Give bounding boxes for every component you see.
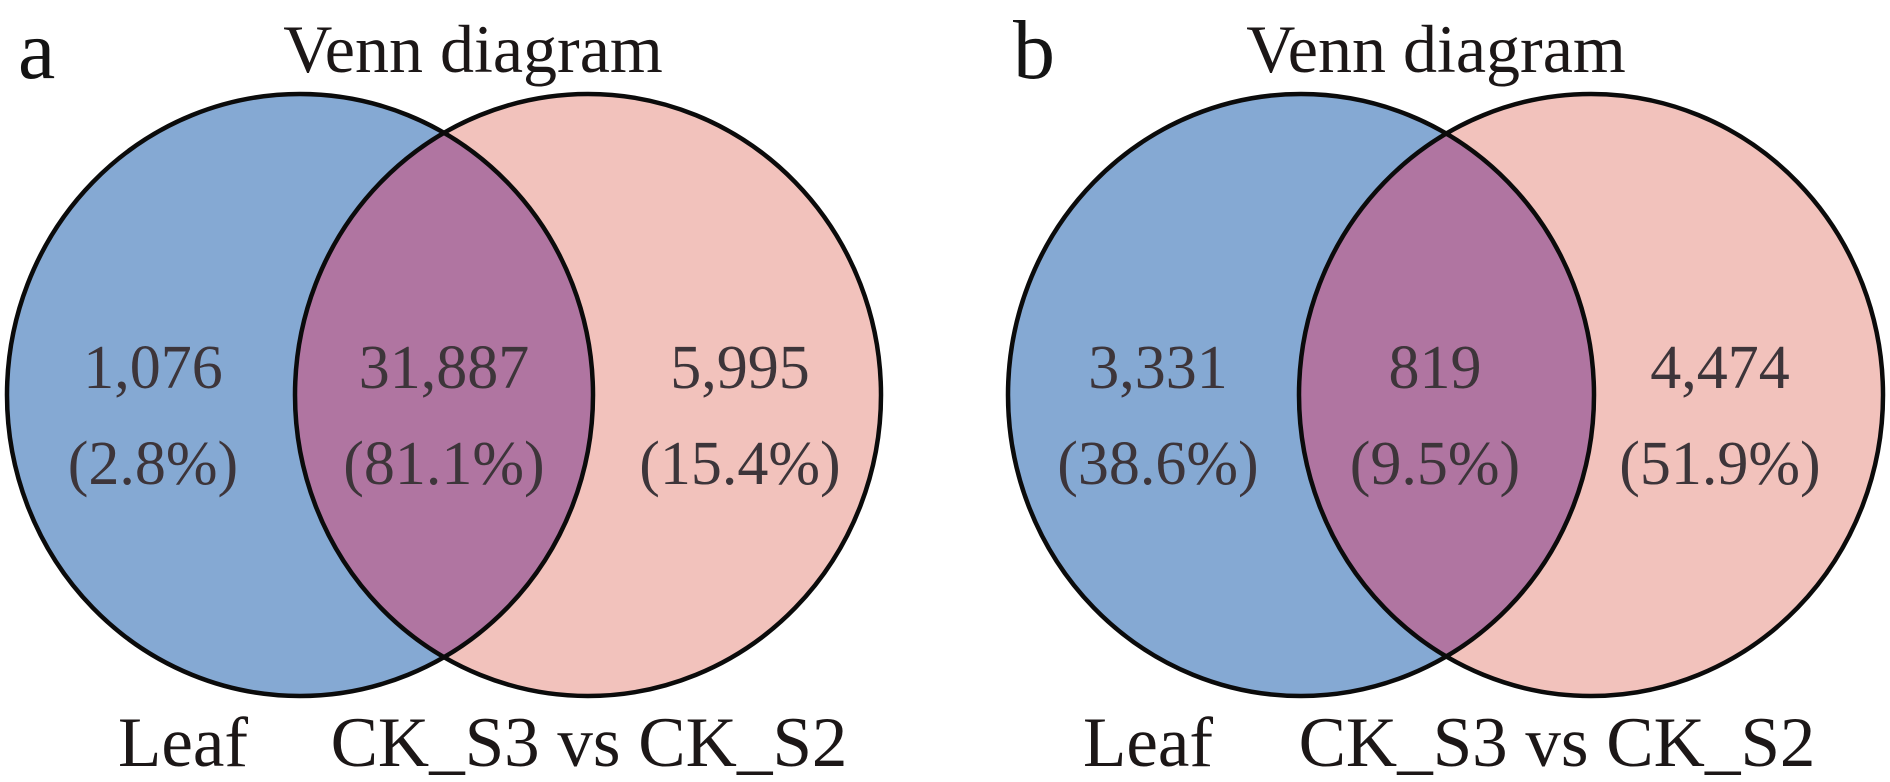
- left-set-percent: (38.6%): [1057, 430, 1258, 498]
- panel-letter: a: [18, 4, 55, 97]
- right-set-outline: [1296, 91, 1886, 699]
- overlap-percent: (9.5%): [1350, 430, 1520, 498]
- left-set-count: 1,076: [83, 334, 223, 402]
- overlap-percent: (81.1%): [343, 430, 544, 498]
- overlap-region: [295, 94, 593, 696]
- right-set-percent: (51.9%): [1619, 430, 1820, 498]
- left-set-outline: [1005, 91, 1597, 699]
- left-set-percent: (2.8%): [68, 430, 238, 498]
- right-set-count: 4,474: [1650, 334, 1790, 402]
- venn-panel-a: a Venn diagram 1,076 (2.8%) 31,887 (81.1…: [4, 4, 884, 782]
- panel-letter: b: [1013, 4, 1055, 97]
- right-set-percent: (15.4%): [639, 430, 840, 498]
- left-set-label: Leaf: [118, 704, 248, 782]
- overlap-region: [1299, 94, 1594, 696]
- chart-title: Venn diagram: [283, 11, 663, 87]
- left-set-count: 3,331: [1088, 334, 1228, 402]
- venn-panel-b: b Venn diagram 3,331 (38.6%) 819 (9.5%) …: [1005, 4, 1886, 782]
- left-set-label: Leaf: [1083, 704, 1213, 782]
- left-set-outline: [4, 91, 596, 699]
- overlap-count: 31,887: [359, 334, 530, 402]
- right-set-count: 5,995: [670, 334, 810, 402]
- overlap-count: 819: [1389, 334, 1482, 402]
- right-set-label: CK_S3 vs CK_S2: [331, 704, 848, 782]
- right-set-outline: [292, 91, 884, 699]
- chart-title: Venn diagram: [1246, 11, 1626, 87]
- right-set-label: CK_S3 vs CK_S2: [1299, 704, 1816, 782]
